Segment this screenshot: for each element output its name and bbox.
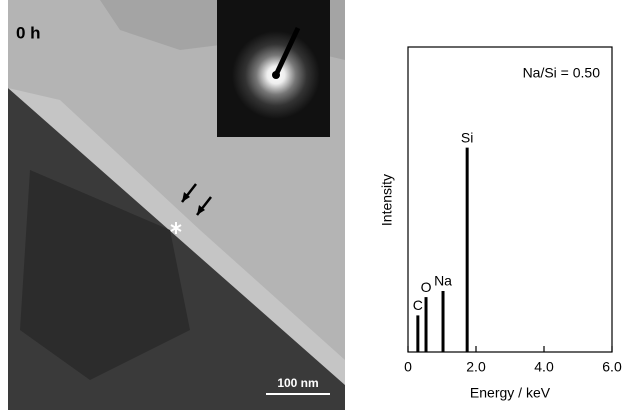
y-axis-label: Intensity — [379, 174, 395, 226]
scale-bar-label: 100 nm — [277, 376, 318, 390]
peak-label: C — [413, 297, 423, 313]
x-tick-label: 0 — [404, 359, 412, 375]
spectrum-chart: Na/Si = 0.50 Energy / keV Intensity 0 2.0… — [379, 47, 622, 401]
peak-label: O — [421, 279, 432, 295]
plot-frame — [408, 47, 612, 352]
tem-image: 0 h 100 nm — [8, 0, 345, 410]
x-tick-label: 6.0 — [602, 359, 622, 375]
peak-label: Na — [434, 273, 452, 289]
figure: 0 h 100 nm Na/Si = 0.50 Energy / keV Int… — [0, 0, 628, 412]
beam-stop — [272, 71, 280, 79]
annotation: Na/Si = 0.50 — [523, 65, 601, 81]
x-tick-label: 2.0 — [466, 359, 486, 375]
peak-label: Si — [461, 129, 473, 145]
x-tick-label: 4.0 — [534, 359, 554, 375]
x-axis-label: Energy / keV — [470, 385, 551, 401]
image-label: 0 h — [16, 23, 41, 42]
